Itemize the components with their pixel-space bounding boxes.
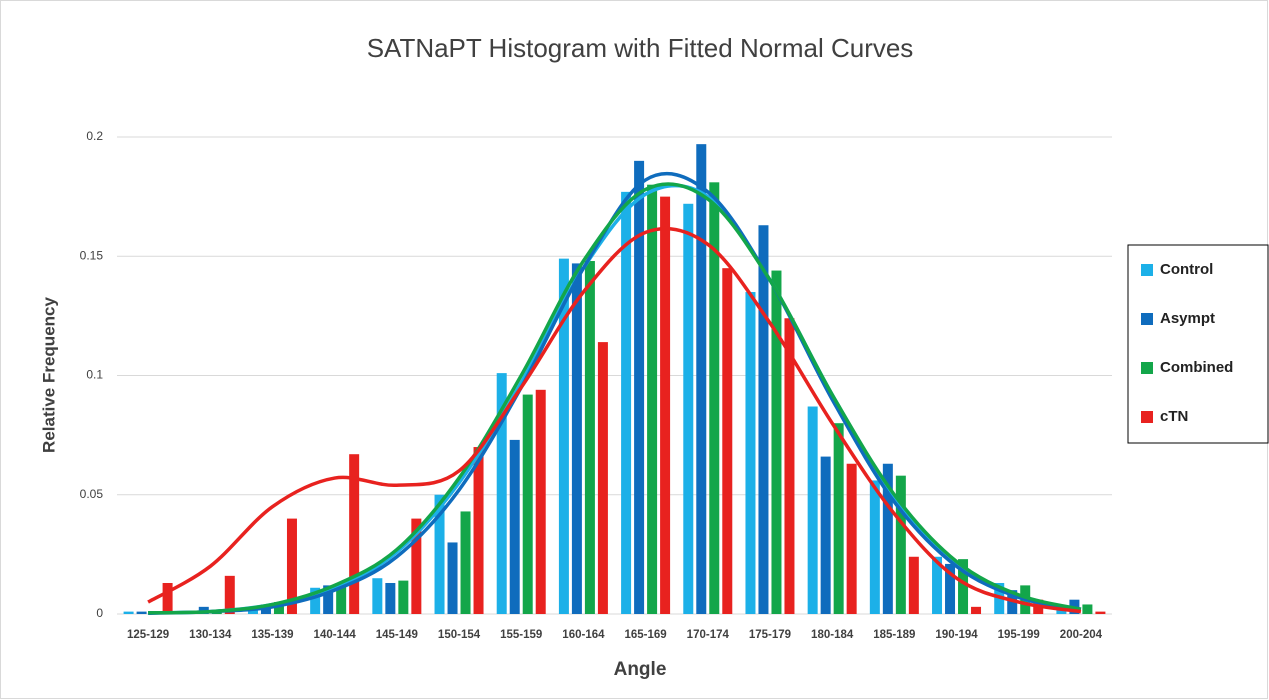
x-tick-label: 155-159 [500, 629, 542, 641]
bar [1056, 609, 1067, 614]
bar [123, 611, 134, 614]
bar [895, 475, 906, 614]
legend-label: Combined [1160, 359, 1233, 376]
bar [971, 606, 982, 614]
bar [1095, 611, 1106, 614]
legend-swatch [1141, 411, 1153, 423]
x-tick-label: 195-199 [998, 629, 1040, 641]
bar [745, 292, 756, 614]
legend-swatch [1141, 362, 1153, 374]
bar [597, 342, 608, 614]
bar [846, 463, 857, 614]
fit-curve [148, 171, 1082, 616]
y-tick-label: 0.1 [86, 368, 103, 382]
bar [273, 602, 284, 614]
bar [771, 270, 782, 614]
bar [621, 191, 632, 615]
bar [807, 406, 818, 614]
x-tick-label: 180-184 [811, 629, 854, 641]
x-tick-label: 185-189 [873, 629, 915, 641]
bar [932, 556, 943, 614]
bar [398, 580, 409, 614]
bar [496, 373, 507, 614]
legend-swatch [1141, 264, 1153, 276]
bar [709, 182, 720, 614]
bar [660, 196, 671, 614]
bar [411, 518, 422, 614]
bar [584, 261, 595, 614]
bar [385, 582, 396, 614]
x-tick-label: 200-204 [1060, 629, 1103, 641]
bar [722, 268, 733, 614]
fit-curve [147, 226, 1082, 614]
bar [286, 518, 297, 614]
y-tick-label: 0 [96, 606, 103, 620]
bar [647, 184, 658, 614]
bar [310, 587, 321, 614]
fit-curve [148, 182, 1082, 615]
bar [522, 394, 533, 614]
chart-title: SATNaPT Histogram with Fitted Normal Cur… [367, 33, 914, 63]
bar [323, 585, 334, 614]
bar [558, 258, 569, 614]
bar [372, 578, 383, 614]
bar [571, 263, 582, 614]
bar [162, 582, 173, 614]
bar [434, 494, 445, 614]
bar [509, 439, 520, 614]
bar [784, 318, 795, 614]
legend-label: Asympt [1160, 310, 1215, 327]
x-tick-label: 160-164 [562, 629, 605, 641]
bar [634, 160, 645, 614]
bar [349, 454, 360, 614]
legend-label: cTN [1160, 408, 1188, 425]
y-tick-label: 0.15 [80, 248, 104, 262]
x-tick-label: 145-149 [376, 629, 418, 641]
y-tick-label: 0.05 [80, 487, 104, 501]
bar [696, 144, 707, 614]
x-tick-label: 140-144 [314, 629, 357, 641]
x-tick-label: 125-129 [127, 629, 169, 641]
x-tick-label: 150-154 [438, 629, 481, 641]
x-tick-label: 175-179 [749, 629, 791, 641]
legend-swatch [1141, 313, 1153, 325]
bar [460, 511, 471, 614]
bar [882, 463, 893, 614]
x-tick-label: 170-174 [687, 629, 730, 641]
bar [336, 585, 347, 614]
legend-label: Control [1160, 261, 1213, 278]
bar [473, 447, 484, 614]
bar [945, 563, 956, 614]
legend-box [1127, 244, 1269, 444]
bar [1082, 604, 1093, 614]
bar [535, 389, 546, 614]
bar [833, 423, 844, 614]
bar [820, 456, 831, 614]
bar [908, 556, 919, 614]
bar [869, 480, 880, 614]
x-tick-label: 190-194 [935, 629, 978, 641]
x-tick-label: 165-169 [624, 629, 666, 641]
bar [758, 225, 769, 614]
bar [136, 611, 147, 614]
bar [447, 542, 458, 614]
bar [224, 575, 235, 614]
x-tick-label: 135-139 [251, 629, 293, 641]
bar [958, 559, 969, 614]
x-tick-label: 130-134 [189, 629, 232, 641]
y-axis-label: Relative Frequency [39, 297, 58, 453]
bar [683, 203, 694, 614]
x-axis-label: Angle [614, 659, 667, 680]
y-tick-label: 0.2 [86, 129, 103, 143]
